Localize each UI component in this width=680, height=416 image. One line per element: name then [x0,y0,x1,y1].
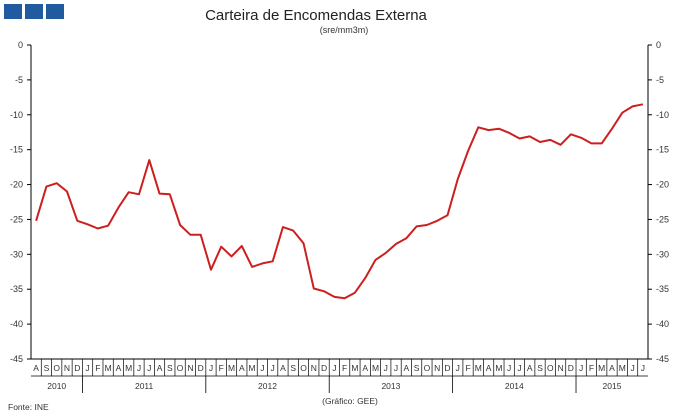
year-label: 2013 [381,381,400,391]
y-tick-label-right: -25 [656,214,669,224]
x-tick-label: J [137,363,141,373]
x-tick-label: O [177,363,184,373]
x-tick-label: M [351,363,358,373]
x-tick-label: D [74,363,80,373]
axes [30,45,649,377]
y-tick-label: -40 [10,319,23,329]
x-tick-label: M [372,363,379,373]
x-tick-label: J [630,363,634,373]
y-tick-label-right: -15 [656,145,669,155]
chart-title: Carteira de Encomendas Externa [205,7,427,24]
x-tick-label: A [116,363,122,373]
x-tick-label: A [280,363,286,373]
y-tick-label: -35 [10,284,23,294]
logo-square-icon [46,4,64,19]
x-tick-label: J [456,363,460,373]
y-tick-label-right: -20 [656,180,669,190]
x-tick-label: O [300,363,307,373]
x-tick-label: D [321,363,327,373]
y-ticks: 0 0 -5 -5 -10 -10 -15 -15 -20 -20 -25 -25 -30 -30 -35 -… [10,40,669,364]
logo [4,4,64,19]
logo-square-icon [25,4,43,19]
x-tick-label: M [495,363,502,373]
credit-note: (Gráfico: GEE) [322,396,378,406]
x-tick-label: J [384,363,388,373]
x-tick-label: F [589,363,594,373]
year-label: 2015 [603,381,622,391]
y-tick-label: -30 [10,249,23,259]
y-tick-label-right: -30 [656,249,669,259]
x-tick-label: M [249,363,256,373]
x-tick-label: M [619,363,626,373]
x-tick-label: D [444,363,450,373]
x-tick-label: N [311,363,317,373]
y-tick-label: -15 [10,145,23,155]
x-tick-label: S [414,363,420,373]
y-tick-label: -25 [10,214,23,224]
y-tick-label-right: -35 [656,284,669,294]
x-tick-label: M [228,363,235,373]
y-tick-label-right: -45 [656,354,669,364]
y-tick-label-right: -5 [656,75,664,85]
x-tick-label: A [486,363,492,373]
x-tick-label: S [167,363,173,373]
x-tick-label: J [579,363,583,373]
y-tick-label: -45 [10,354,23,364]
x-tick-label: A [609,363,615,373]
x-tick-label: A [404,363,410,373]
x-tick-label: A [33,363,39,373]
x-tick-label: M [598,363,605,373]
x-tick-label: F [219,363,224,373]
x-tick-label: A [362,363,368,373]
y-tick-label: -10 [10,110,23,120]
x-tick-label: O [547,363,554,373]
x-tick-label: M [125,363,132,373]
y-tick-label-right: -10 [656,110,669,120]
x-tick-label: N [187,363,193,373]
x-tick-label: A [239,363,245,373]
x-tick-label: D [198,363,204,373]
chart-subtitle: (sre/mm3m) [320,25,369,35]
x-tick-label: A [527,363,533,373]
x-tick-label: J [641,363,645,373]
x-tick-label: F [95,363,100,373]
x-tick-label: J [147,363,151,373]
y-tick-label: -5 [15,75,23,85]
x-tick-label: N [434,363,440,373]
x-tick-label: J [271,363,275,373]
x-tick-label: O [53,363,60,373]
year-label: 2010 [47,381,66,391]
x-tick-label: M [475,363,482,373]
x-tick-label: N [558,363,564,373]
year-label: 2011 [135,381,154,391]
x-tick-label: S [44,363,50,373]
y-tick-label-right: -40 [656,319,669,329]
x-tick-label: M [105,363,112,373]
x-tick-label: F [465,363,470,373]
x-tick-label: J [209,363,213,373]
x-tick-label: S [290,363,296,373]
year-label: 2014 [505,381,524,391]
y-tick-label-right: 0 [656,40,661,50]
x-tick-label: J [85,363,89,373]
x-tick-label: J [394,363,398,373]
x-tick-label: N [64,363,70,373]
year-label: 2012 [258,381,277,391]
logo-square-icon [4,4,22,19]
x-tick-label: F [342,363,347,373]
x-tick-label: S [537,363,543,373]
x-tick-label: J [507,363,511,373]
y-tick-label: -20 [10,180,23,190]
y-tick-label: 0 [18,40,23,50]
source-note: Fonte: INE [8,402,49,412]
x-tick-label: D [568,363,574,373]
x-tick-label: J [332,363,336,373]
x-tick-label: O [424,363,431,373]
x-tick-label: J [260,363,264,373]
series-line [35,103,644,300]
x-tick-label: A [157,363,163,373]
x-tick-label: J [517,363,521,373]
